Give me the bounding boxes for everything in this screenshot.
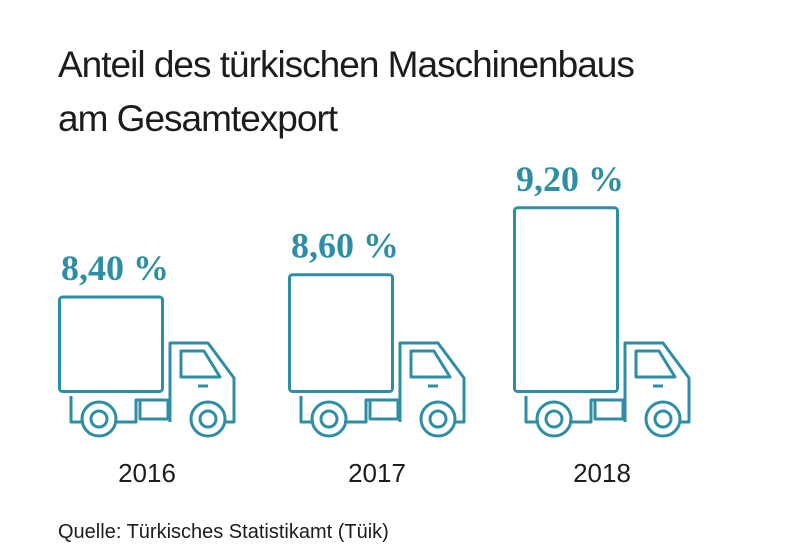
year-label-2016: 2016	[118, 458, 176, 488]
wheel-front	[419, 400, 457, 438]
bar-2017	[288, 273, 394, 394]
wheel-rear-hub	[89, 409, 109, 429]
chassis-rear	[69, 396, 84, 424]
wheel-front	[644, 400, 682, 438]
wheel-rear-hub	[544, 409, 564, 429]
truck-cab	[623, 341, 691, 424]
chassis-rear	[524, 396, 539, 424]
wheel-rear-hub	[319, 409, 339, 429]
truck-icon	[288, 273, 466, 438]
truck-icon	[58, 295, 236, 438]
year-label-2017: 2017	[348, 458, 406, 488]
wheel-front-hub	[198, 409, 218, 429]
chassis-rear	[299, 396, 314, 424]
bar-2016	[58, 295, 164, 393]
truck-cab	[398, 341, 466, 424]
value-label-2017: 8,60 %	[291, 226, 399, 266]
title-line-1: Anteil des türkischen Maschinenbaus	[58, 44, 635, 85]
compartment	[138, 398, 170, 421]
cab-window	[179, 349, 222, 379]
value-label-2016: 8,40 %	[61, 248, 169, 288]
wheel-front	[189, 400, 227, 438]
value-label-2018: 9,20 %	[516, 159, 624, 199]
wheel-front-hub	[653, 409, 673, 429]
truck-cab	[168, 341, 236, 424]
year-label-2018: 2018	[573, 458, 631, 488]
wheel-front-hub	[428, 409, 448, 429]
cab-window	[634, 349, 677, 379]
compartment	[593, 398, 625, 421]
bar-2018	[513, 206, 619, 393]
source-note: Quelle: Türkisches Statistikamt (Tüik)	[58, 521, 389, 543]
title-line-2: am Gesamtexport	[58, 98, 338, 139]
wheel-rear	[310, 400, 348, 438]
wheel-rear	[535, 400, 573, 438]
chart-title: Anteil des türkischen Maschinenbaus am G…	[58, 38, 758, 146]
compartment	[368, 398, 400, 421]
cab-window	[409, 349, 452, 379]
truck-icon	[513, 206, 691, 438]
wheel-rear	[80, 400, 118, 438]
